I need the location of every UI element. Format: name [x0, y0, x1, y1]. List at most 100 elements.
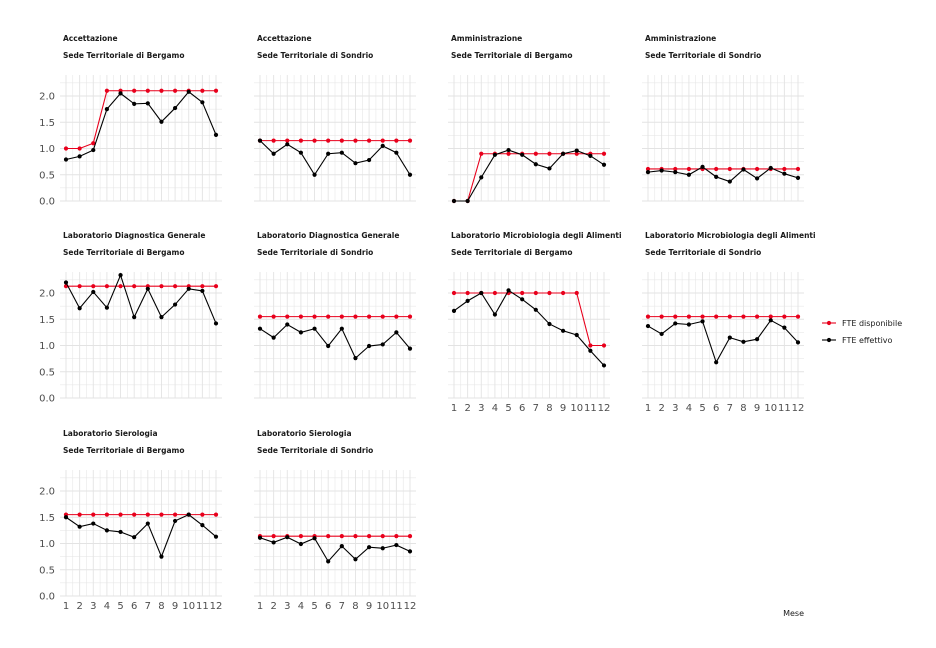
data-point [394, 330, 399, 335]
data-point [339, 138, 344, 143]
facet-title-site: Sede Territoriale di Sondrio [645, 248, 761, 257]
data-point [159, 119, 164, 124]
facet-panel: Laboratorio Microbiologia degli Alimenti… [642, 231, 816, 414]
data-point [186, 512, 191, 517]
data-point [686, 172, 692, 177]
data-point [257, 314, 263, 319]
data-point [271, 335, 276, 340]
data-point [520, 152, 525, 157]
x-tick-label: 10 [182, 601, 195, 612]
data-point [659, 314, 664, 319]
data-point [465, 290, 470, 296]
data-point [560, 290, 566, 296]
data-point [159, 284, 164, 289]
data-point [533, 290, 538, 296]
data-point [727, 179, 732, 184]
data-point [754, 314, 760, 319]
data-point [700, 314, 705, 319]
x-tick-label: 9 [172, 601, 178, 612]
x-tick-label: 7 [145, 601, 151, 612]
x-tick-label: 4 [104, 601, 110, 612]
data-point [492, 152, 498, 157]
data-point [659, 331, 664, 337]
data-point [380, 546, 385, 551]
series-line [259, 536, 411, 563]
x-tick-label: 7 [339, 601, 345, 612]
data-point [547, 166, 552, 171]
data-point [601, 363, 607, 368]
data-point [298, 150, 304, 155]
x-tick-label: 4 [492, 403, 498, 414]
series-line [65, 273, 217, 324]
y-tick-label: 1.5 [39, 315, 55, 326]
y-tick-label: 2.0 [39, 487, 55, 498]
data-point [145, 512, 150, 517]
data-point [298, 138, 304, 143]
data-point [200, 288, 205, 293]
data-point [285, 138, 290, 143]
data-point [645, 314, 651, 319]
data-point [741, 314, 746, 319]
data-point [257, 326, 263, 331]
data-point [394, 534, 399, 539]
data-point [213, 284, 219, 289]
data-point [574, 151, 579, 156]
data-point [298, 541, 304, 547]
data-point [492, 290, 498, 296]
x-tick-label: 2 [464, 403, 470, 414]
data-point [132, 315, 137, 320]
data-point [588, 153, 593, 158]
data-point [547, 321, 552, 327]
data-point [782, 166, 787, 172]
x-tick-label: 1 [63, 601, 69, 612]
facet-panel: Laboratorio Microbiologia degli Alimenti… [448, 231, 622, 414]
data-point [159, 512, 164, 517]
data-point [727, 335, 732, 340]
data-point [213, 321, 219, 326]
data-point [407, 346, 413, 351]
data-point [172, 512, 178, 517]
data-point [686, 314, 692, 319]
y-tick-label: 2.0 [39, 289, 55, 300]
x-tick-label: 8 [546, 403, 552, 414]
data-point [673, 321, 678, 326]
data-point [159, 554, 164, 559]
data-point [298, 534, 304, 539]
data-point [700, 319, 705, 324]
data-point [77, 146, 82, 151]
data-point [104, 528, 110, 533]
series-line [454, 292, 604, 347]
facet-title-unit: Accettazione [63, 34, 118, 43]
facet-title-site: Sede Territoriale di Bergamo [63, 446, 185, 455]
x-tick-label: 1 [645, 403, 651, 414]
x-tick-label: 12 [598, 403, 611, 414]
data-point [795, 340, 801, 345]
y-tick-label: 1.0 [39, 341, 55, 352]
data-point [686, 322, 692, 327]
data-point [63, 280, 69, 285]
data-point [285, 142, 290, 147]
x-tick-label: 2 [76, 601, 82, 612]
x-tick-label: 10 [764, 403, 777, 414]
series-line [647, 166, 799, 183]
x-tick-label: 11 [584, 403, 597, 414]
data-point [574, 290, 579, 296]
x-tick-label: 9 [754, 403, 760, 414]
data-point [506, 147, 511, 153]
data-point [132, 101, 137, 106]
legend: FTE disponibile FTE effettivo [822, 319, 902, 345]
legend-label: FTE effettivo [842, 336, 893, 345]
x-tick-label: 2 [270, 601, 276, 612]
data-point [339, 544, 344, 549]
data-point [285, 314, 290, 319]
x-tick-label: 7 [727, 403, 733, 414]
facet-title-site: Sede Territoriale di Bergamo [63, 248, 185, 257]
data-point [465, 198, 470, 204]
data-point [700, 164, 705, 169]
data-point [353, 161, 358, 166]
x-tick-label: 6 [519, 403, 525, 414]
data-point [366, 314, 372, 319]
data-point [574, 332, 579, 338]
data-point [451, 198, 457, 204]
x-tick-label: 8 [158, 601, 164, 612]
